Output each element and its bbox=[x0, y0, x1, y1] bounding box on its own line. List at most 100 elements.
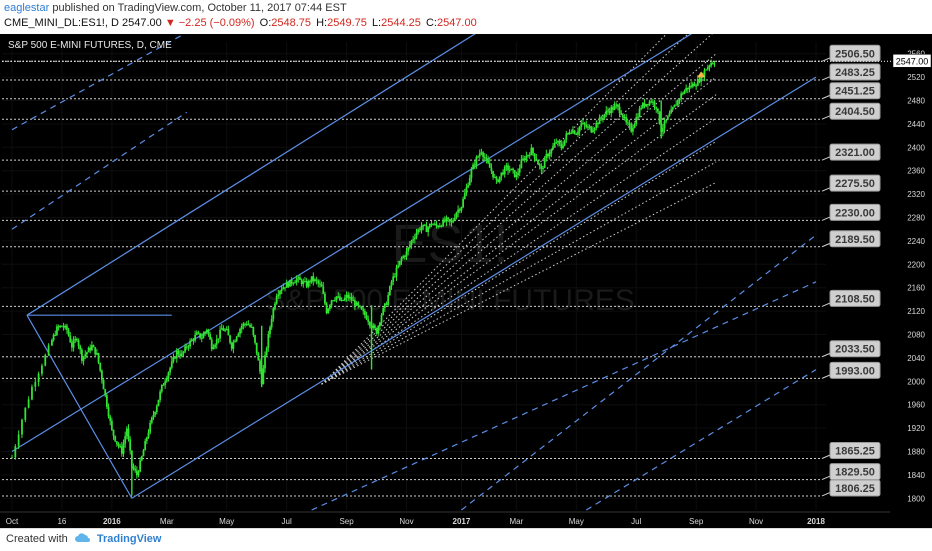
candle-body-146 bbox=[274, 303, 276, 309]
candle-body-289 bbox=[512, 168, 514, 171]
x-tick-label-2: 2016 bbox=[103, 517, 121, 526]
candle-body-65 bbox=[139, 460, 142, 472]
y-tick-label-0: 1800 bbox=[907, 494, 925, 503]
candle-body-119 bbox=[229, 335, 231, 343]
candle-body-297 bbox=[525, 155, 528, 161]
candle-body-327 bbox=[575, 133, 578, 135]
candle-body-105 bbox=[205, 329, 208, 332]
candle-body-24 bbox=[71, 342, 73, 348]
symbol-line: CME_MINI_DL:ES1!, D 2547.00 ▼ −2.25 (−0.… bbox=[4, 17, 477, 29]
candle-body-180 bbox=[330, 300, 333, 306]
candle-body-394 bbox=[686, 87, 689, 90]
candle-body-328 bbox=[577, 131, 579, 135]
candle-body-216 bbox=[390, 281, 393, 287]
candle-body-144 bbox=[270, 318, 273, 328]
candle-body-201 bbox=[365, 315, 368, 320]
candle-body-213 bbox=[385, 303, 388, 305]
candle-body-308 bbox=[543, 158, 546, 169]
candle-body-5 bbox=[27, 399, 30, 408]
level-label-13: 1806.25 bbox=[829, 479, 881, 497]
candle-body-62 bbox=[134, 468, 137, 471]
tradingview-brand[interactable]: TradingView bbox=[96, 533, 162, 545]
candle-body-395 bbox=[688, 85, 691, 90]
candle-body-335 bbox=[588, 126, 591, 128]
y-tick-label-17: 2480 bbox=[907, 97, 925, 106]
candle-body-295 bbox=[522, 158, 524, 160]
price-axis[interactable]: 1800 1840 1880 1920 1960 2000 2040 2080 2120 2160… bbox=[2, 34, 932, 528]
candle-body-269 bbox=[478, 153, 481, 157]
y-tick-label-10: 2200 bbox=[907, 260, 925, 269]
level-label-box-6 bbox=[829, 203, 881, 221]
candle-body-51 bbox=[115, 441, 118, 444]
channel-lines bbox=[11, 0, 817, 511]
candle-body-136 bbox=[257, 353, 260, 361]
candle-body-291 bbox=[515, 174, 518, 177]
candle-body-11 bbox=[47, 345, 50, 355]
candle-body-236 bbox=[423, 224, 426, 226]
candle-body-296 bbox=[523, 158, 526, 161]
candle-body-360 bbox=[630, 125, 633, 132]
candle-body-70 bbox=[147, 432, 150, 438]
candle-body-16 bbox=[57, 326, 60, 328]
candle-body-184 bbox=[337, 296, 340, 298]
candle-body-348 bbox=[610, 107, 613, 114]
level-label-box-7 bbox=[829, 230, 881, 248]
candle-body-182 bbox=[334, 299, 336, 301]
candle-body-89 bbox=[179, 354, 182, 356]
pitch-line-0 bbox=[26, 314, 133, 499]
candle-body-90 bbox=[180, 353, 183, 356]
candle-body-287 bbox=[508, 170, 511, 172]
candle-body-225 bbox=[405, 251, 408, 257]
price-chart[interactable]: ES1! S&P 500 E-MINI FUTURES 2506.502483.… bbox=[0, 0, 932, 528]
candle-body-315 bbox=[555, 142, 558, 144]
candle-body-239 bbox=[428, 223, 431, 228]
candle-body-346 bbox=[607, 110, 609, 112]
candle-body-288 bbox=[510, 168, 513, 171]
candle-body-316 bbox=[557, 141, 559, 143]
chart-area[interactable]: ES1! S&P 500 E-MINI FUTURES 2506.50 2483.… bbox=[0, 0, 932, 528]
y-tick-label-2: 1880 bbox=[907, 448, 925, 457]
candle-body-344 bbox=[603, 114, 606, 118]
level-label-text-12: 1829.50 bbox=[835, 467, 875, 479]
candle-body-257 bbox=[458, 209, 461, 211]
candle-body-241 bbox=[432, 224, 435, 226]
candle-body-198 bbox=[360, 306, 363, 310]
candle-body-129 bbox=[245, 323, 248, 325]
author-link[interactable]: eaglestar bbox=[4, 2, 50, 14]
candle-body-124 bbox=[237, 333, 240, 337]
level-label-12: 1829.50 bbox=[829, 463, 881, 481]
level-label-box-2 bbox=[829, 82, 881, 100]
time-axis[interactable]: Oct 16 2016 Mar May Jul Sep Nov 2017 Mar May Jul Sep… bbox=[0, 511, 932, 528]
candle-body-401 bbox=[698, 78, 701, 82]
candle-body-243 bbox=[435, 223, 438, 227]
level-label-box-5 bbox=[829, 174, 881, 192]
candle-body-43 bbox=[102, 379, 105, 390]
candle-body-279 bbox=[495, 176, 498, 180]
candle-body-141 bbox=[265, 347, 268, 356]
candle-body-181 bbox=[332, 300, 335, 302]
candle-body-354 bbox=[620, 113, 623, 115]
candle-body-380 bbox=[663, 121, 666, 129]
candle-body-159 bbox=[295, 278, 298, 283]
candle-body-409 bbox=[711, 62, 714, 64]
candle-body-345 bbox=[605, 110, 608, 115]
candle-body-332 bbox=[583, 122, 586, 125]
candle-body-40 bbox=[97, 353, 100, 363]
level-label-9: 2033.50 bbox=[829, 340, 881, 358]
y-tick-label-4: 1960 bbox=[907, 401, 925, 410]
channel-line-7 bbox=[311, 281, 817, 511]
x-tick-label-11: Jul bbox=[631, 517, 641, 526]
candle-body-125 bbox=[239, 329, 241, 334]
open-value: 2548.75 bbox=[271, 17, 312, 29]
candle-body-339 bbox=[595, 122, 598, 129]
candle-body-405 bbox=[705, 69, 708, 71]
candle-body-312 bbox=[550, 149, 553, 154]
candle-body-293 bbox=[518, 168, 521, 173]
candle-body-9 bbox=[41, 365, 43, 374]
candle-body-311 bbox=[548, 153, 551, 157]
candle-body-32 bbox=[84, 354, 87, 357]
candle-body-155 bbox=[289, 279, 291, 287]
candle-body-145 bbox=[272, 308, 275, 319]
candle-body-342 bbox=[600, 117, 603, 119]
candle-body-245 bbox=[438, 225, 441, 227]
